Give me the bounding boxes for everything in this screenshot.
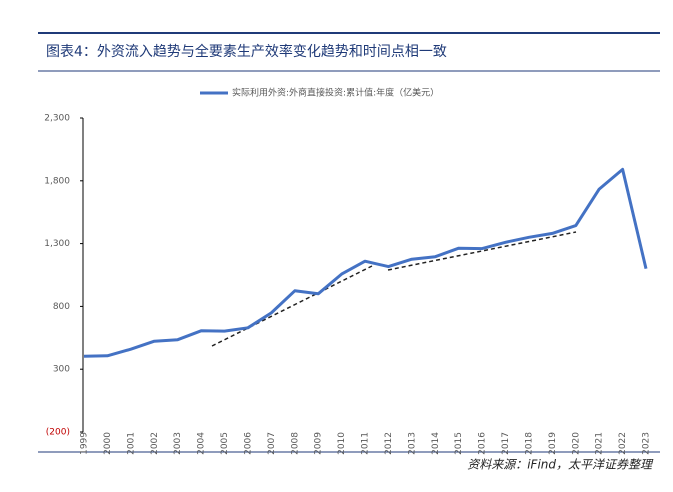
x-tick-label: 2003 <box>173 432 183 455</box>
x-tick-label: 2010 <box>337 432 347 455</box>
y-tick-label: 1,300 <box>44 239 70 249</box>
chart-title: 图表4：外资流入趋势与全要素生产效率变化趋势和时间点相一致 <box>46 43 447 60</box>
x-tick-label: 2008 <box>290 432 300 455</box>
x-tick-label: 2015 <box>454 432 464 455</box>
x-tick-label: 2001 <box>126 432 136 455</box>
x-tick-label: 2017 <box>501 432 511 455</box>
y-tick-label: (200) <box>46 428 70 438</box>
y-tick-label: 300 <box>53 365 70 375</box>
y-tick-label: 800 <box>53 302 70 312</box>
x-tick-label: 2006 <box>243 432 253 455</box>
x-tick-label: 1999 <box>80 432 90 455</box>
x-tick-label: 2009 <box>314 432 324 455</box>
x-tick-label: 2014 <box>431 432 441 455</box>
trend-line <box>211 265 373 347</box>
trend-line <box>387 231 577 271</box>
x-tick-label: 2021 <box>595 432 605 455</box>
x-tick-label: 2005 <box>220 432 230 455</box>
x-tick-label: 2023 <box>642 432 652 455</box>
x-tick-label: 2012 <box>384 432 394 455</box>
series-line <box>83 167 648 358</box>
legend-label: 实际利用外资:外商直接投资:累计值:年度（亿美元） <box>232 87 439 99</box>
x-tick-label: 2000 <box>103 432 113 455</box>
x-tick-label: 2022 <box>618 432 628 455</box>
x-tick-label: 2004 <box>197 432 207 455</box>
x-tick-label: 2020 <box>571 432 581 455</box>
x-tick-label: 2019 <box>548 432 558 455</box>
x-tick-label: 2018 <box>524 432 534 455</box>
x-tick-label: 2016 <box>478 432 488 455</box>
source: 资料来源：iFind，太平洋证券整理 <box>467 458 654 472</box>
x-tick-label: 2007 <box>267 432 277 455</box>
y-tick-label: 1,800 <box>44 176 70 186</box>
y-tick-label: 2,300 <box>44 114 70 124</box>
x-tick-label: 2011 <box>361 432 371 455</box>
x-tick-label: 2002 <box>150 432 160 455</box>
x-tick-label: 2013 <box>407 432 417 455</box>
